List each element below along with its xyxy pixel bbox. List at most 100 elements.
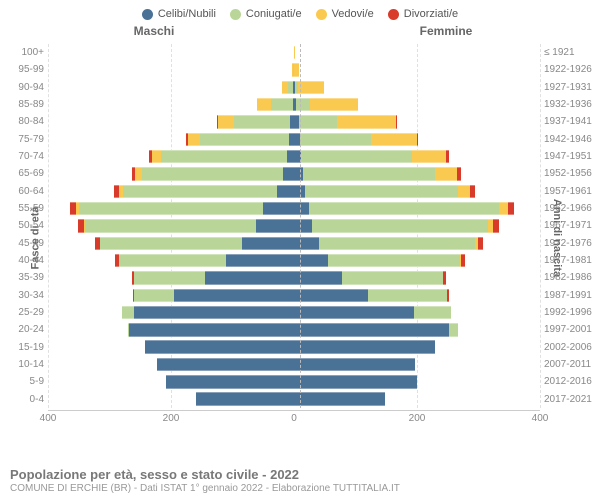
age-label: 80-84 xyxy=(4,116,44,127)
bar-segment xyxy=(412,150,446,164)
age-label: 75-79 xyxy=(4,134,44,145)
x-tick: 0 xyxy=(291,413,297,424)
male-bar xyxy=(48,375,294,389)
year-label: 1962-1966 xyxy=(544,203,596,214)
age-row: 60-641957-1961 xyxy=(48,183,540,200)
bar-segment xyxy=(134,271,205,285)
bar-segment xyxy=(277,185,294,199)
age-label: 95-99 xyxy=(4,64,44,75)
female-bar xyxy=(294,81,540,95)
female-bar xyxy=(294,340,540,354)
age-row: 85-891932-1936 xyxy=(48,96,540,113)
age-row: 5-92012-2016 xyxy=(48,373,540,390)
bar-pair xyxy=(48,150,540,164)
bar-pair xyxy=(48,63,540,77)
age-label: 0-4 xyxy=(4,394,44,405)
bar-segment xyxy=(294,340,435,354)
footer-title: Popolazione per età, sesso e stato civil… xyxy=(10,467,590,482)
legend-item: Celibi/Nubili xyxy=(142,8,216,20)
bar-segment xyxy=(294,358,415,372)
bar-segment xyxy=(174,289,294,303)
male-bar xyxy=(48,115,294,129)
year-label: 2002-2006 xyxy=(544,342,596,353)
bar-pair xyxy=(48,254,540,268)
age-row: 70-741947-1951 xyxy=(48,148,540,165)
year-label: 1922-1926 xyxy=(544,64,596,75)
bar-pair xyxy=(48,133,540,147)
bar-segment xyxy=(122,306,134,320)
gender-header: Maschi Femmine xyxy=(0,24,600,38)
legend-swatch xyxy=(388,9,399,20)
bar-pair xyxy=(48,98,540,112)
year-label: ≤ 1921 xyxy=(544,47,596,58)
bar-segment xyxy=(263,202,294,216)
bar-segment xyxy=(100,237,241,251)
bar-segment xyxy=(134,289,174,303)
bar-segment xyxy=(129,323,294,337)
bar-segment xyxy=(200,133,289,147)
bar-segment xyxy=(296,98,310,112)
footer-sub: COMUNE DI ERCHIE (BR) - Dati ISTAT 1° ge… xyxy=(10,483,590,494)
bar-segment xyxy=(478,237,483,251)
bar-segment xyxy=(283,167,294,181)
female-bar xyxy=(294,358,540,372)
bar-pair xyxy=(48,167,540,181)
male-bar xyxy=(48,358,294,372)
year-label: 1967-1971 xyxy=(544,220,596,231)
bar-pair xyxy=(48,81,540,95)
bar-segment xyxy=(294,289,368,303)
male-bar xyxy=(48,98,294,112)
legend: Celibi/NubiliConiugati/eVedovi/eDivorzia… xyxy=(0,0,600,24)
bar-segment xyxy=(85,219,256,233)
female-bar xyxy=(294,133,540,147)
female-header: Femmine xyxy=(340,24,600,38)
male-bar xyxy=(48,306,294,320)
bar-segment xyxy=(337,115,396,129)
age-label: 60-64 xyxy=(4,186,44,197)
bar-pair xyxy=(48,289,540,303)
bar-segment xyxy=(342,271,443,285)
bar-segment xyxy=(447,289,449,303)
bar-segment xyxy=(294,375,417,389)
age-row: 50-541967-1971 xyxy=(48,217,540,234)
bar-pair xyxy=(48,358,540,372)
male-bar xyxy=(48,323,294,337)
legend-swatch xyxy=(316,9,327,20)
year-label: 1952-1956 xyxy=(544,168,596,179)
bar-segment xyxy=(294,271,342,285)
bar-segment xyxy=(301,150,412,164)
bar-segment xyxy=(294,63,299,77)
center-axis xyxy=(300,44,301,408)
legend-item: Vedovi/e xyxy=(316,8,374,20)
age-row: 40-441977-1981 xyxy=(48,252,540,269)
bar-segment xyxy=(119,254,227,268)
bar-segment xyxy=(294,167,303,181)
bar-segment xyxy=(493,219,499,233)
age-row: 75-791942-1946 xyxy=(48,131,540,148)
bar-segment xyxy=(300,133,371,147)
male-bar xyxy=(48,63,294,77)
bar-segment xyxy=(188,133,200,147)
year-label: 2007-2011 xyxy=(544,359,596,370)
bar-segment xyxy=(414,306,451,320)
bar-pair xyxy=(48,340,540,354)
age-label: 30-34 xyxy=(4,290,44,301)
year-label: 1997-2001 xyxy=(544,324,596,335)
bar-segment xyxy=(234,115,291,129)
bar-segment xyxy=(166,375,294,389)
bar-segment xyxy=(310,98,358,112)
bar-pair xyxy=(48,323,540,337)
female-bar xyxy=(294,167,540,181)
rows-container: 100+≤ 192195-991922-192690-941927-193185… xyxy=(48,44,540,408)
bar-segment xyxy=(446,150,449,164)
age-row: 55-591962-1966 xyxy=(48,200,540,217)
female-bar xyxy=(294,289,540,303)
bar-segment xyxy=(303,167,435,181)
bar-segment xyxy=(435,167,457,181)
age-row: 65-691952-1956 xyxy=(48,165,540,182)
female-bar xyxy=(294,115,540,129)
bar-segment xyxy=(309,202,500,216)
age-label: 55-59 xyxy=(4,203,44,214)
bar-segment xyxy=(196,392,294,406)
bar-segment xyxy=(449,323,458,337)
